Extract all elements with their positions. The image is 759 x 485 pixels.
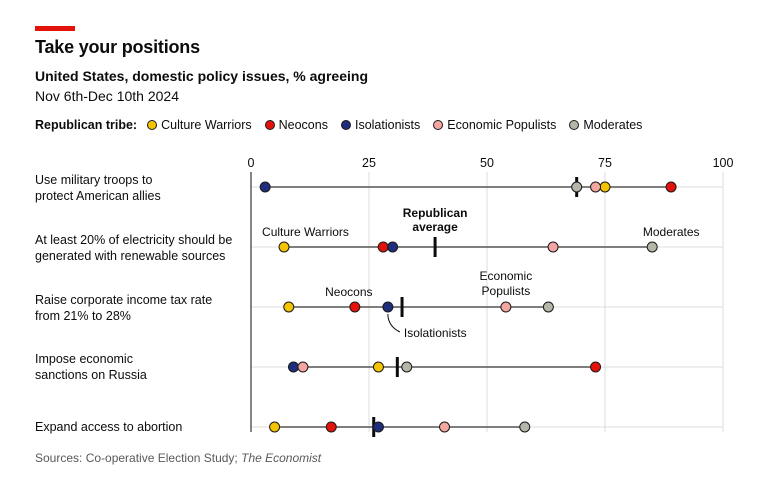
annotation-moderates: Moderates <box>643 225 700 239</box>
question-label-troops: Use military troops to protect American … <box>35 172 250 204</box>
data-point <box>571 181 583 193</box>
data-point <box>590 361 602 373</box>
data-point <box>500 301 512 313</box>
data-point <box>283 301 295 313</box>
question-label-abortion: Expand access to abortion <box>35 419 250 435</box>
legend-item-neocons: Neocons <box>264 118 328 132</box>
x-tick-label: 50 <box>480 156 494 170</box>
chart-subtitle: United States, domestic policy issues, %… <box>35 68 368 84</box>
legend-label: Isolationists <box>354 118 421 132</box>
data-point <box>665 181 677 193</box>
source-italic: The Economist <box>241 451 322 465</box>
data-point <box>287 361 299 373</box>
x-tick-label: 0 <box>248 156 255 170</box>
data-point <box>387 241 399 253</box>
data-point <box>372 361 384 373</box>
legend-swatch <box>569 120 580 130</box>
legend-label: Economic Populists <box>447 118 557 132</box>
annotation-republican-average: average <box>412 220 458 234</box>
question-label-corporate-tax: Raise corporate income tax rate from 21%… <box>35 292 250 324</box>
question-line: Expand access to abortion <box>35 420 183 434</box>
question-line: from 21% to 28% <box>35 309 131 323</box>
question-line: sanctions on Russia <box>35 368 147 382</box>
data-point <box>646 241 658 253</box>
data-point <box>297 361 309 373</box>
legend-label: Culture Warriors <box>161 118 252 132</box>
legend-item-culture-warriors: Culture Warriors <box>147 118 252 132</box>
legend-swatch <box>147 120 158 130</box>
question-line: Impose economic <box>35 352 133 366</box>
legend-item-moderates: Moderates <box>569 118 642 132</box>
legend-title: Republican tribe: <box>35 118 138 132</box>
data-point <box>542 301 554 313</box>
data-point <box>519 421 531 433</box>
annotation-economic-populists: Economic <box>480 269 533 283</box>
legend: Republican tribe: Culture Warriors Neoco… <box>35 118 655 132</box>
question-label-russia-sanctions: Impose economic sanctions on Russia <box>35 351 250 383</box>
data-point <box>547 241 559 253</box>
legend-label: Neocons <box>278 118 328 132</box>
x-tick-label: 100 <box>713 156 734 170</box>
data-point <box>278 241 290 253</box>
chart-title: Take your positions <box>35 37 200 57</box>
data-point <box>349 301 361 313</box>
data-point <box>382 301 394 313</box>
annotation-neocons: Neocons <box>325 285 372 299</box>
data-point <box>377 241 389 253</box>
annotation-economic-populists: Populists <box>482 284 531 298</box>
legend-swatch <box>433 120 444 130</box>
annotation-republican-average: Republican <box>403 206 468 220</box>
legend-item-isolationists: Isolationists <box>340 118 421 132</box>
data-point <box>372 421 384 433</box>
isolationists-leader-line <box>387 313 401 333</box>
question-line: Use military troops to <box>35 173 153 187</box>
x-tick-label: 25 <box>362 156 376 170</box>
question-line: generated with renewable sources <box>35 249 226 263</box>
source-note: Sources: Co-operative Election Study; Th… <box>35 451 321 465</box>
question-line: Raise corporate income tax rate <box>35 293 213 307</box>
x-tick-label: 75 <box>598 156 612 170</box>
data-point <box>401 361 413 373</box>
question-line: At least 20% of electricity should be <box>35 233 233 247</box>
question-line: protect American allies <box>35 189 161 203</box>
data-point <box>259 181 271 193</box>
question-label-renewables: At least 20% of electricity should be ge… <box>35 232 250 264</box>
data-point <box>599 181 611 193</box>
legend-label: Moderates <box>583 118 643 132</box>
annotation-culture-warriors: Culture Warriors <box>262 225 349 239</box>
data-point <box>325 421 337 433</box>
annotation-isolationists: Isolationists <box>404 326 467 340</box>
data-point <box>439 421 451 433</box>
legend-swatch <box>340 120 351 130</box>
legend-swatch <box>264 120 275 130</box>
accent-bar <box>35 26 75 31</box>
legend-item-economic-populists: Economic Populists <box>433 118 556 132</box>
chart-dates: Nov 6th-Dec 10th 2024 <box>35 88 179 104</box>
source-text: Sources: Co-operative Election Study; <box>35 451 242 465</box>
data-point <box>590 181 602 193</box>
data-point <box>269 421 281 433</box>
